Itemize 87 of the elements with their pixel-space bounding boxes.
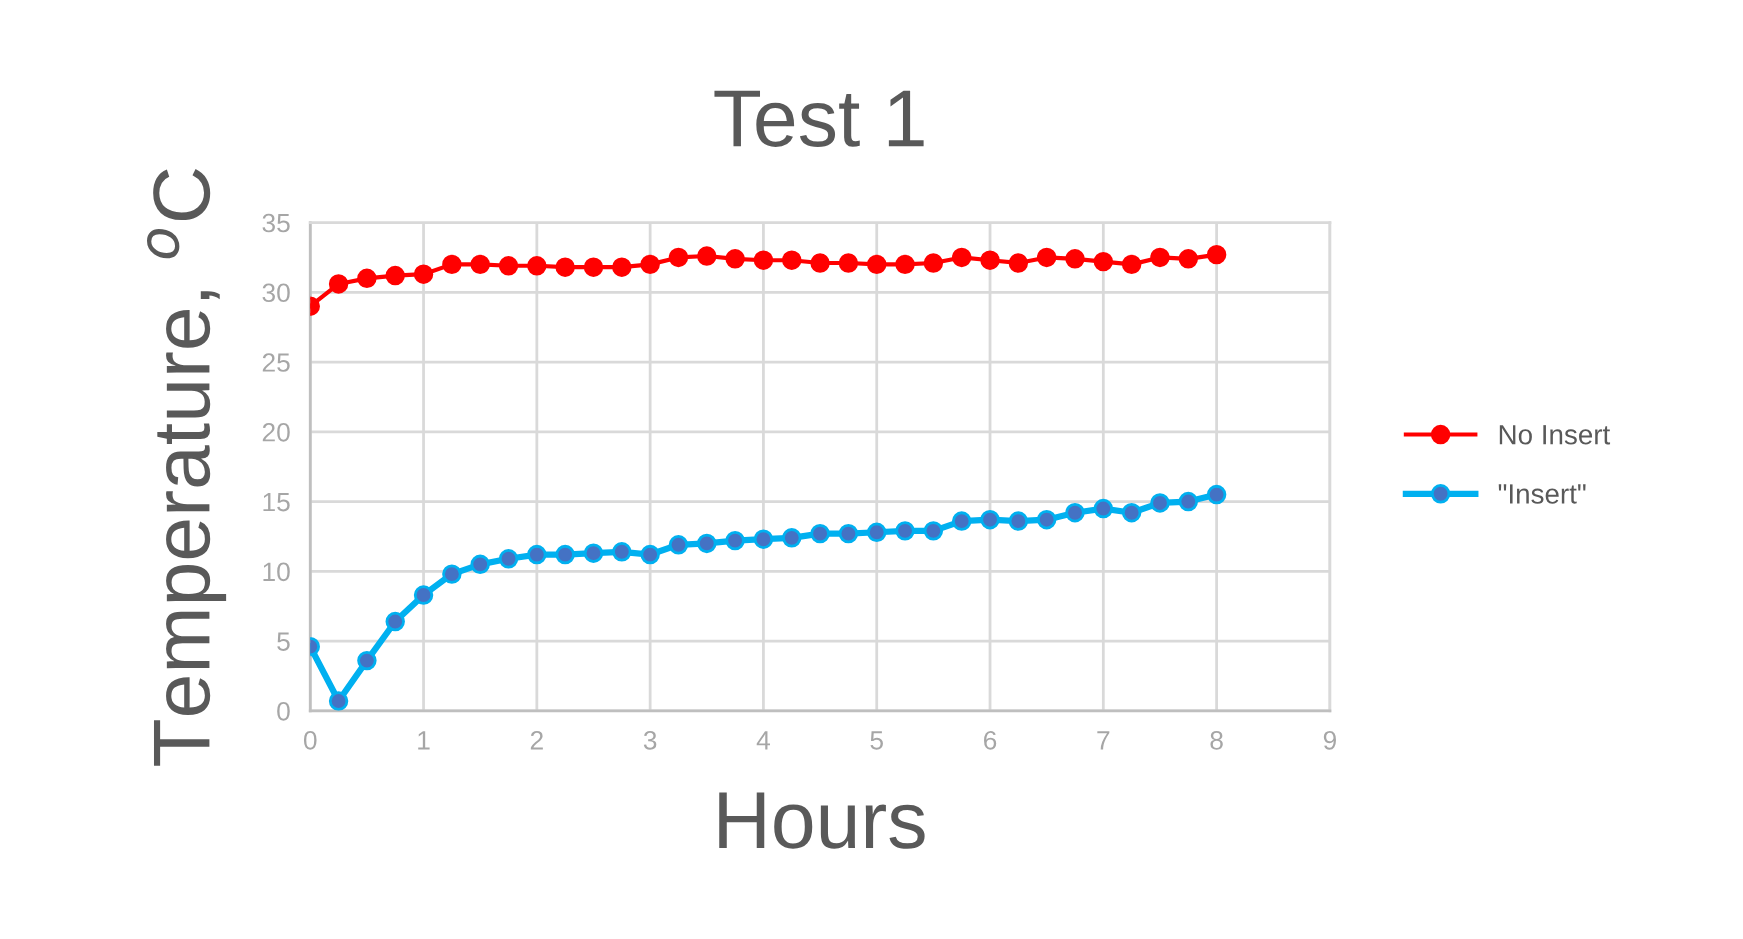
y-tick-label: 25 xyxy=(262,353,290,372)
point xyxy=(838,253,859,273)
point xyxy=(328,691,349,711)
x-tick-label: 5 xyxy=(870,731,883,750)
point xyxy=(782,528,802,548)
point xyxy=(838,523,859,544)
point xyxy=(583,257,604,277)
x-tick-label: 6 xyxy=(984,730,997,750)
point xyxy=(385,265,405,286)
y-tick-label: 10 xyxy=(263,562,290,582)
point xyxy=(470,254,490,275)
point xyxy=(328,274,349,294)
point xyxy=(1121,254,1142,275)
point xyxy=(668,535,689,555)
point xyxy=(640,544,660,565)
point xyxy=(1065,249,1085,269)
x-tick-label: 2 xyxy=(530,730,543,750)
point xyxy=(640,254,660,275)
point xyxy=(555,544,575,565)
point xyxy=(895,254,915,275)
y-tick-label: 30 xyxy=(262,283,290,303)
point xyxy=(1036,247,1057,268)
point xyxy=(923,253,944,273)
point xyxy=(357,650,377,671)
point xyxy=(498,256,519,276)
y-tick-label: 5 xyxy=(277,632,290,651)
point xyxy=(725,249,745,269)
x-tick-label: 8 xyxy=(1210,730,1223,750)
point xyxy=(923,521,944,541)
point xyxy=(612,542,632,562)
x-tick-label: 0 xyxy=(303,730,317,750)
point xyxy=(980,250,1000,270)
point xyxy=(867,254,887,275)
point xyxy=(980,509,1000,530)
point xyxy=(498,549,519,569)
point xyxy=(867,522,887,542)
point xyxy=(668,247,689,268)
point xyxy=(1178,249,1199,269)
point xyxy=(527,256,547,276)
point xyxy=(527,544,547,565)
point xyxy=(753,250,774,270)
x-tick-label: 3 xyxy=(643,730,657,750)
legend-label: No Insert xyxy=(1499,425,1611,445)
point xyxy=(413,264,434,284)
point xyxy=(1008,253,1029,273)
point xyxy=(895,521,915,541)
point xyxy=(583,543,604,563)
point xyxy=(1036,509,1057,530)
legend-label: "Insert" xyxy=(1498,484,1586,504)
point xyxy=(1178,491,1199,512)
point xyxy=(810,253,830,273)
point xyxy=(1121,503,1142,523)
y-tick-label: 15 xyxy=(263,492,290,512)
point xyxy=(1065,503,1085,523)
point xyxy=(951,511,972,531)
point xyxy=(1093,498,1114,519)
point xyxy=(753,529,774,549)
x-tick-label: 7 xyxy=(1097,731,1110,750)
point xyxy=(725,530,745,551)
point xyxy=(612,257,632,277)
point xyxy=(951,247,972,268)
y-tick-label: 35 xyxy=(262,213,290,233)
point xyxy=(442,564,462,584)
y-tick-label: 0 xyxy=(277,701,290,721)
point xyxy=(555,257,575,277)
point xyxy=(1206,484,1227,505)
point xyxy=(385,611,405,632)
point xyxy=(1093,251,1114,272)
y-tick-label: 20 xyxy=(262,422,290,442)
y-axis-title: Temperature, $^{o}$C xyxy=(146,169,227,766)
point xyxy=(810,523,830,544)
point xyxy=(470,554,490,575)
point xyxy=(1150,493,1170,513)
point xyxy=(1150,247,1170,268)
x-tick-label: 1 xyxy=(418,731,430,750)
point xyxy=(782,250,802,270)
chart-title: Test 1 xyxy=(714,90,924,147)
point xyxy=(413,585,434,605)
point xyxy=(1206,244,1227,265)
point xyxy=(697,533,717,554)
point xyxy=(357,268,377,289)
x-tick-label: 4 xyxy=(756,731,770,750)
x-tick-label: 9 xyxy=(1323,730,1336,750)
point xyxy=(697,246,717,266)
x-axis-title: Hours xyxy=(719,792,925,849)
point xyxy=(442,254,462,275)
point xyxy=(1008,511,1029,531)
